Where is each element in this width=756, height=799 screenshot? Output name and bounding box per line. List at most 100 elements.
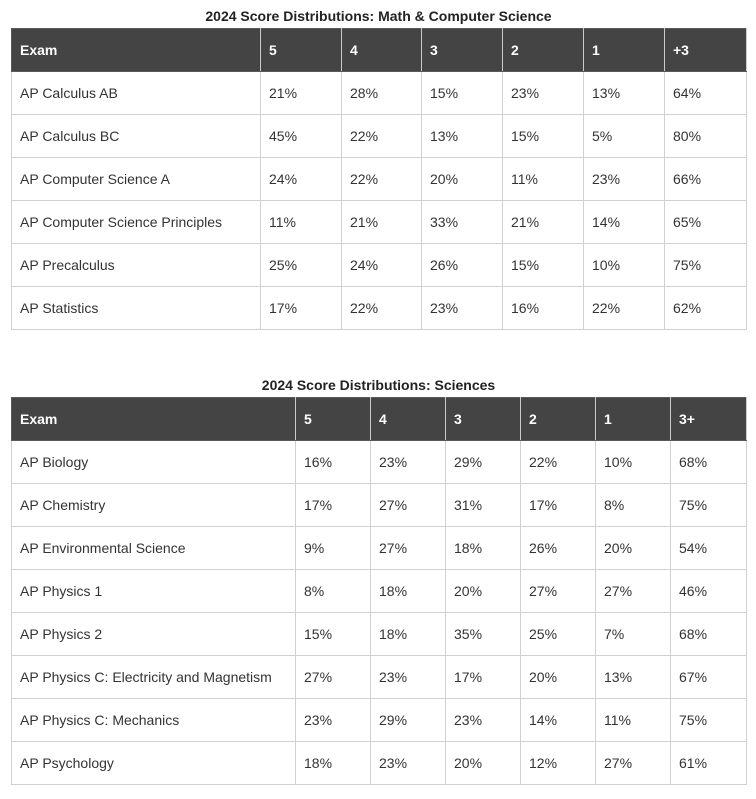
exam-name-cell: AP Precalculus — [11, 243, 261, 287]
score-1-cell: 23% — [583, 157, 665, 201]
exam-name-cell: AP Statistics — [11, 286, 261, 330]
column-header-exam: Exam — [11, 28, 261, 72]
score-4-cell: 23% — [370, 741, 446, 785]
score-1-cell: 11% — [595, 698, 671, 742]
score-2-cell: 26% — [520, 526, 596, 570]
score-1-cell: 10% — [595, 440, 671, 484]
score-4-cell: 23% — [370, 440, 446, 484]
table-row: AP Psychology 18% 23% 20% 12% 27% 61% — [11, 741, 747, 785]
exam-name-cell: AP Computer Science Principles — [11, 200, 261, 244]
column-header-score-3-plus: 3+ — [670, 397, 747, 441]
score-5-cell: 18% — [295, 741, 371, 785]
table-row: AP Precalculus 25% 24% 26% 15% 10% 75% — [11, 243, 747, 287]
score-1-cell: 13% — [583, 71, 665, 115]
score-3-cell: 29% — [445, 440, 521, 484]
math-cs-score-table: Exam 5 4 3 2 1 +3 AP Calculus AB 21% 28%… — [11, 28, 747, 330]
score-4-cell: 23% — [370, 655, 446, 699]
table-row: AP Computer Science Principles 11% 21% 3… — [11, 200, 747, 244]
column-header-exam: Exam — [11, 397, 296, 441]
score-3-plus-cell: 61% — [670, 741, 747, 785]
score-2-cell: 27% — [520, 569, 596, 613]
score-5-cell: 21% — [260, 71, 342, 115]
score-3-cell: 20% — [445, 569, 521, 613]
score-3-plus-cell: 68% — [670, 440, 747, 484]
score-5-cell: 45% — [260, 114, 342, 158]
table-row: AP Physics 1 8% 18% 20% 27% 27% 46% — [11, 569, 747, 613]
score-2-cell: 16% — [502, 286, 584, 330]
score-3-plus-cell: 46% — [670, 569, 747, 613]
column-header-score-3: 3 — [421, 28, 503, 72]
score-3-plus-cell: 54% — [670, 526, 747, 570]
score-3-cell: 13% — [421, 114, 503, 158]
score-2-cell: 21% — [502, 200, 584, 244]
column-header-score-1: 1 — [583, 28, 665, 72]
exam-name-cell: AP Physics 1 — [11, 569, 296, 613]
score-1-cell: 27% — [595, 741, 671, 785]
score-3-cell: 18% — [445, 526, 521, 570]
header-row: Exam 5 4 3 2 1 3+ — [11, 397, 747, 441]
table-row: AP Environmental Science 9% 27% 18% 26% … — [11, 526, 747, 570]
sciences-table-caption: 2024 Score Distributions: Sciences — [261, 377, 496, 393]
math-cs-table-block: 2024 Score Distributions: Math & Compute… — [11, 0, 747, 330]
sciences-score-table: Exam 5 4 3 2 1 3+ AP Biology 16% 23% 29%… — [11, 397, 747, 785]
score-5-cell: 15% — [295, 612, 371, 656]
score-3-plus-cell: 66% — [664, 157, 747, 201]
exam-name-cell: AP Calculus BC — [11, 114, 261, 158]
score-1-cell: 13% — [595, 655, 671, 699]
score-3-cell: 33% — [421, 200, 503, 244]
score-5-cell: 8% — [295, 569, 371, 613]
score-3-cell: 31% — [445, 483, 521, 527]
table-row: AP Physics 2 15% 18% 35% 25% 7% 68% — [11, 612, 747, 656]
score-5-cell: 23% — [295, 698, 371, 742]
exam-name-cell: AP Physics 2 — [11, 612, 296, 656]
score-3-plus-cell: 80% — [664, 114, 747, 158]
score-1-cell: 27% — [595, 569, 671, 613]
score-4-cell: 18% — [370, 612, 446, 656]
table-row: AP Calculus AB 21% 28% 15% 23% 13% 64% — [11, 71, 747, 115]
column-header-score-2: 2 — [520, 397, 596, 441]
score-4-cell: 29% — [370, 698, 446, 742]
score-2-cell: 15% — [502, 243, 584, 287]
score-1-cell: 22% — [583, 286, 665, 330]
column-header-score-3-plus: +3 — [664, 28, 747, 72]
score-1-cell: 14% — [583, 200, 665, 244]
score-4-cell: 24% — [341, 243, 422, 287]
score-2-cell: 23% — [502, 71, 584, 115]
exam-name-cell: AP Physics C: Electricity and Magnetism — [11, 655, 296, 699]
score-2-cell: 12% — [520, 741, 596, 785]
score-3-plus-cell: 62% — [664, 286, 747, 330]
score-4-cell: 18% — [370, 569, 446, 613]
score-3-cell: 20% — [445, 741, 521, 785]
score-5-cell: 11% — [260, 200, 342, 244]
score-3-cell: 26% — [421, 243, 503, 287]
column-header-score-2: 2 — [502, 28, 584, 72]
score-5-cell: 27% — [295, 655, 371, 699]
exam-name-cell: AP Environmental Science — [11, 526, 296, 570]
score-5-cell: 25% — [260, 243, 342, 287]
exam-name-cell: AP Calculus AB — [11, 71, 261, 115]
table-row: AP Physics C: Mechanics 23% 29% 23% 14% … — [11, 698, 747, 742]
exam-name-cell: AP Chemistry — [11, 483, 296, 527]
score-5-cell: 24% — [260, 157, 342, 201]
column-header-score-3: 3 — [445, 397, 521, 441]
sciences-table-block: 2024 Score Distributions: Sciences Exam … — [11, 369, 747, 785]
score-3-plus-cell: 64% — [664, 71, 747, 115]
score-2-cell: 20% — [520, 655, 596, 699]
score-1-cell: 7% — [595, 612, 671, 656]
table-row: AP Chemistry 17% 27% 31% 17% 8% 75% — [11, 483, 747, 527]
score-4-cell: 27% — [370, 526, 446, 570]
score-1-cell: 10% — [583, 243, 665, 287]
score-4-cell: 22% — [341, 157, 422, 201]
score-5-cell: 17% — [260, 286, 342, 330]
score-3-plus-cell: 75% — [664, 243, 747, 287]
score-1-cell: 8% — [595, 483, 671, 527]
column-header-score-5: 5 — [295, 397, 371, 441]
score-4-cell: 21% — [341, 200, 422, 244]
score-3-plus-cell: 68% — [670, 612, 747, 656]
score-3-cell: 20% — [421, 157, 503, 201]
score-3-cell: 15% — [421, 71, 503, 115]
score-2-cell: 15% — [502, 114, 584, 158]
score-3-plus-cell: 67% — [670, 655, 747, 699]
score-2-cell: 22% — [520, 440, 596, 484]
score-3-cell: 23% — [421, 286, 503, 330]
